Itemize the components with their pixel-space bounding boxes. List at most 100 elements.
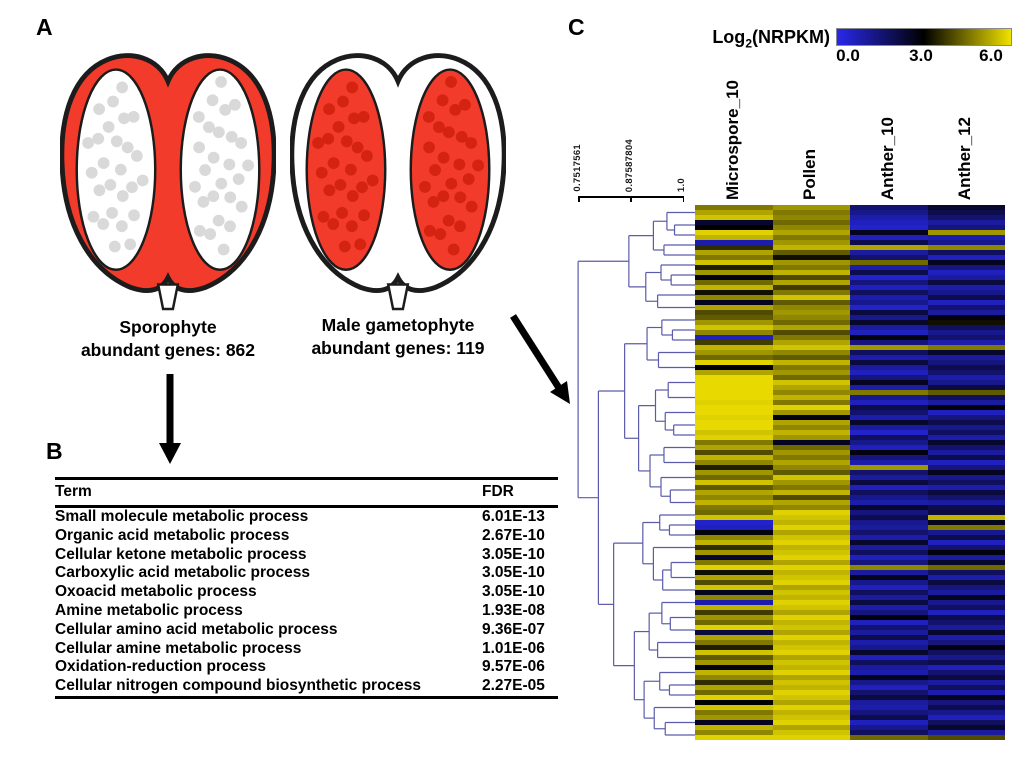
heatmap-cell: [695, 530, 773, 535]
heatmap-cell: [850, 305, 928, 310]
microspore-dot: [204, 228, 217, 240]
heatmap-cell: [695, 685, 773, 690]
heatmap-cell: [850, 285, 928, 290]
heatmap-cell: [772, 405, 850, 410]
pollen-dot: [336, 207, 348, 219]
heatmap-cell: [850, 380, 928, 385]
microspore-dot: [207, 190, 220, 203]
heatmap-cell: [850, 465, 928, 470]
go-term-table: Term FDR Small molecule metabolic proces…: [55, 477, 558, 699]
heatmap-cell: [695, 385, 773, 390]
heatmap-cell: [850, 360, 928, 365]
heatmap-cell: [695, 625, 773, 630]
heatmap-cell: [927, 520, 1005, 525]
heatmap-cell: [772, 360, 850, 365]
pollen-dot: [437, 190, 450, 203]
heatmap-cell: [927, 595, 1005, 600]
pollen-dot: [423, 225, 436, 237]
fdr-cell: 3.05E-10: [482, 583, 545, 601]
heatmap-cell: [695, 440, 773, 445]
microspore-dot: [242, 159, 254, 172]
microspore-dot: [128, 209, 140, 222]
pollen-dot: [351, 141, 364, 154]
heatmap-cell: [695, 225, 773, 230]
heatmap-cell: [695, 725, 773, 730]
heatmap-cell: [695, 445, 773, 450]
heatmap-cell: [850, 455, 928, 460]
dendrogram-scale-tick: [630, 196, 632, 202]
heatmap-cell: [772, 725, 850, 730]
microspore-dot: [199, 164, 211, 176]
microspore-dot: [192, 111, 205, 123]
heatmap-cell: [850, 475, 928, 480]
heatmap-cell: [772, 315, 850, 320]
heatmap-cell: [695, 450, 773, 455]
heatmap-cell: [772, 710, 850, 715]
heatmap-cell: [772, 675, 850, 680]
heatmap-cell: [772, 635, 850, 640]
pollen-dot: [357, 110, 370, 123]
heatmap-cell: [772, 685, 850, 690]
heatmap-cell: [927, 210, 1005, 215]
heatmap-cell: [850, 520, 928, 525]
heatmap-cell: [850, 505, 928, 510]
heatmap-cell: [772, 705, 850, 710]
heatmap-cell: [927, 380, 1005, 385]
heatmap-cell: [927, 630, 1005, 635]
colorbar-title: Log2(NRPKM): [688, 27, 830, 51]
heatmap-cell: [927, 530, 1005, 535]
table-row: Oxidation-reduction process 9.57E-06: [55, 658, 558, 677]
heatmap-cell: [695, 415, 773, 420]
heatmap-cell: [850, 420, 928, 425]
heatmap-cell: [850, 605, 928, 610]
colorbar-gradient: [836, 28, 1012, 46]
fdr-cell: 9.57E-06: [482, 658, 545, 676]
heatmap-cell: [695, 355, 773, 360]
dendrogram-scale-label: 0.7517561: [572, 144, 583, 192]
heatmap-cell: [850, 415, 928, 420]
heatmap-cell: [850, 395, 928, 400]
heatmap-cell: [772, 510, 850, 515]
heatmap-cell: [850, 500, 928, 505]
microspore-dot: [203, 121, 215, 134]
heatmap-cell: [772, 455, 850, 460]
heatmap-cell: [772, 465, 850, 470]
heatmap-cell: [927, 440, 1005, 445]
heatmap-cell: [850, 370, 928, 375]
heatmap-cell: [772, 380, 850, 385]
heatmap-cell: [927, 405, 1005, 410]
heatmap-cell: [927, 250, 1005, 255]
heatmap-cell: [927, 335, 1005, 340]
microspore-dot: [235, 137, 248, 149]
pollen-dot: [346, 190, 359, 202]
microspore-dot: [106, 207, 118, 219]
heatmap-cell: [695, 600, 773, 605]
microspore-dot: [189, 180, 201, 193]
heatmap-cell: [695, 240, 773, 245]
heatmap-cell: [695, 300, 773, 305]
heatmap-cell: [772, 435, 850, 440]
gametophyte-caption-line1: Male gametophyte: [321, 315, 475, 335]
dendrogram-scale-label: 0.87587804: [624, 138, 635, 192]
panel-a-label: A: [36, 14, 53, 40]
pollen-dot: [442, 214, 455, 227]
heatmap-cell: [772, 310, 850, 315]
heatmap-cell: [772, 445, 850, 450]
heatmap-cell: [927, 480, 1005, 485]
heatmap-cell: [927, 415, 1005, 420]
pollen-dot: [354, 238, 367, 251]
pollen-dot: [445, 76, 457, 88]
heatmap-cell: [695, 215, 773, 220]
heatmap-cell: [772, 590, 850, 595]
arrow-to-heatmap-icon: [510, 314, 570, 404]
heatmap-cell: [695, 370, 773, 375]
pollen-dot: [423, 141, 436, 154]
heatmap-cell: [695, 605, 773, 610]
heatmap-cell: [772, 355, 850, 360]
colorbar-tick-3: 3.0: [909, 46, 933, 65]
pollen-dot: [455, 130, 468, 143]
pollen-dot: [419, 180, 431, 193]
heatmap-cell: [772, 450, 850, 455]
microspore-dot: [127, 110, 140, 123]
heatmap-cell: [927, 695, 1005, 700]
